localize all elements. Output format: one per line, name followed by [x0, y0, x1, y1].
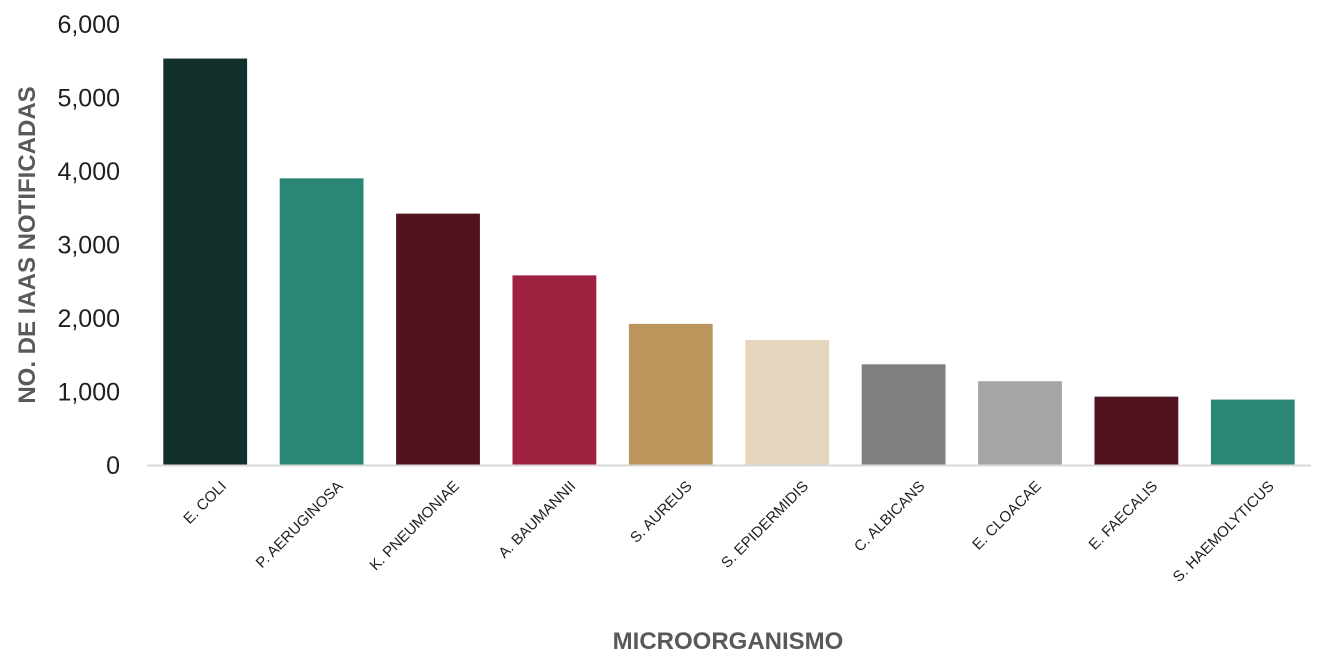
bar: [978, 381, 1062, 465]
x-tick-label: S. AUREUS: [627, 478, 696, 547]
x-tick-label: C. ALBICANS: [851, 478, 928, 555]
x-tick-label: K. PNEUMONIAE: [367, 478, 463, 574]
y-axis-title: NO. DE IAAS NOTIFICADAS: [14, 86, 41, 403]
bar: [1210, 399, 1295, 465]
bars: [163, 58, 1295, 466]
bar: [163, 58, 248, 466]
y-tick-label: 1,000: [57, 379, 120, 407]
y-tick-label: 0: [106, 452, 120, 480]
y-tick-label: 3,000: [57, 232, 120, 260]
bar: [279, 178, 364, 465]
x-tick-label: S. EPIDERMIDIS: [718, 478, 812, 572]
bar: [512, 275, 597, 465]
x-tick-label: E. COLI: [180, 478, 230, 528]
y-axis-ticks: 0 1,000 2,000 3,000 4,000 5,000 6,000: [57, 11, 120, 480]
x-tick-label: E. FAECALIS: [1086, 478, 1162, 554]
x-tick-label: P. AERUGINOSA: [253, 478, 347, 572]
x-tick-label: S. HAEMOLYTICUS: [1170, 478, 1278, 586]
bar: [396, 213, 480, 465]
y-tick-label: 4,000: [57, 158, 120, 186]
y-tick-label: 5,000: [57, 85, 120, 113]
y-tick-label: 2,000: [57, 305, 120, 333]
x-tick-label: A. BAUMANNII: [495, 478, 579, 562]
x-axis-title: MICROORGANISMO: [613, 628, 844, 653]
bar: [861, 364, 946, 465]
x-axis-labels: E. COLI P. AERUGINOSA K. PNEUMONIAE A. BAUM…: [180, 478, 1277, 586]
x-tick-label: E. CLOACAE: [969, 478, 1045, 554]
bar: [745, 340, 830, 465]
y-tick-label: 6,000: [57, 11, 120, 39]
bar: [628, 323, 713, 465]
bar: [1094, 396, 1179, 465]
